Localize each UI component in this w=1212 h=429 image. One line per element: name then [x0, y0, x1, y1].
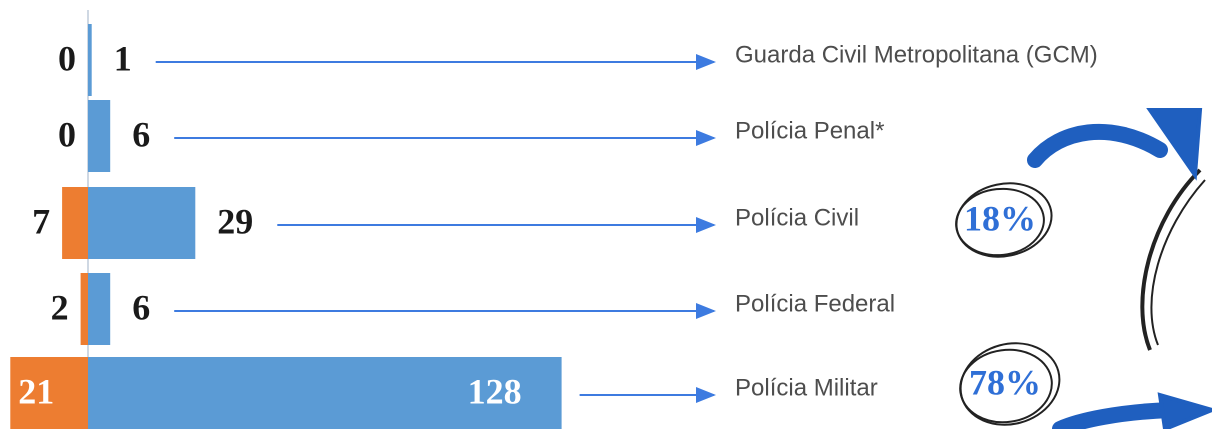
category-label: Guarda Civil Metropolitana (GCM) — [735, 41, 1098, 68]
value-label: 2 — [51, 287, 69, 327]
annotation: 78% — [969, 362, 1041, 402]
bar-right — [88, 187, 195, 259]
value-label: 7 — [32, 201, 50, 241]
category-label: Polícia Civil — [735, 204, 859, 231]
value-label: 6 — [132, 114, 150, 154]
value-label: 29 — [217, 201, 253, 241]
bar-left — [62, 187, 88, 259]
value-label: 21 — [18, 371, 54, 411]
value-label: 0 — [58, 38, 76, 78]
category-label: Polícia Penal* — [735, 117, 884, 144]
value-label: 6 — [132, 287, 150, 327]
bar-right — [88, 24, 92, 96]
category-label: Polícia Federal — [735, 290, 895, 317]
category-label: Polícia Militar — [735, 374, 878, 401]
bar-left — [81, 273, 88, 345]
value-label: 1 — [114, 38, 132, 78]
value-label: 128 — [468, 371, 522, 411]
annotation: 18% — [964, 198, 1036, 238]
chart: 01 Guarda Civil Metropolitana (GCM) 0 6 Polí… — [0, 0, 1212, 429]
bar-right — [88, 100, 110, 172]
decoration-arrows — [1035, 110, 1212, 429]
value-label: 0 — [58, 114, 76, 154]
bar-right — [88, 273, 110, 345]
